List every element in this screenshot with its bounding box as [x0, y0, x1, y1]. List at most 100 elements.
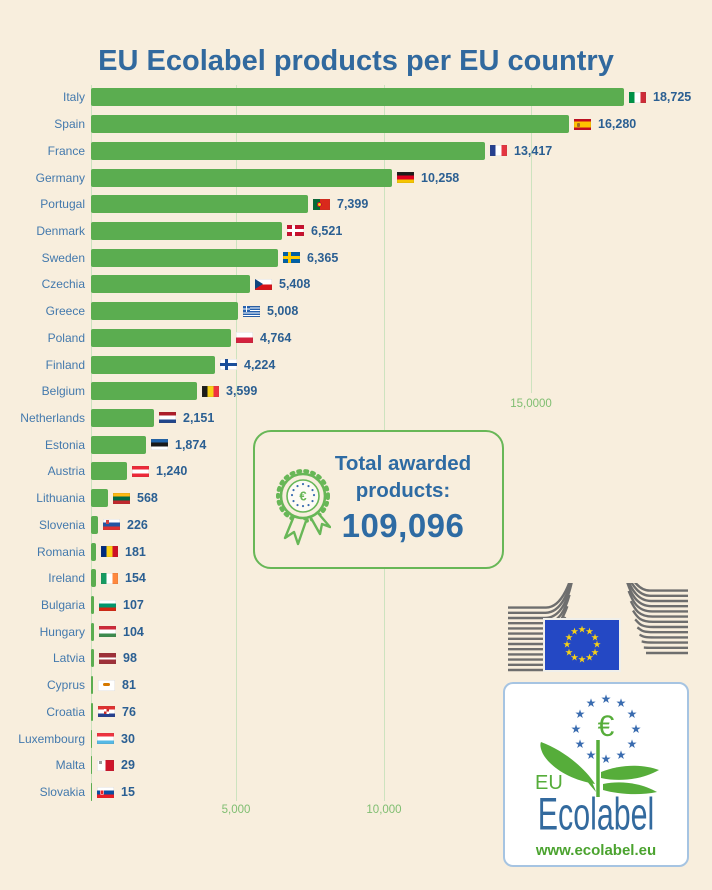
star-icon: ★: [564, 631, 574, 643]
sweden-flag-icon: [283, 252, 300, 264]
star-icon: ★: [590, 646, 600, 658]
star-icon: ●: [306, 502, 311, 508]
slovakia-shield-icon: [100, 789, 104, 795]
value-label: 98: [123, 651, 137, 666]
european-commission-logo: ★ ★ ★ ★ ★ ★ ★ ★ ★ ★ ★ ★: [506, 542, 690, 675]
slovenia-flag-icon: [103, 519, 120, 531]
value-label: 2,151: [183, 410, 215, 425]
cyprus-map-icon: [103, 682, 110, 686]
star-icon: ★: [585, 748, 597, 762]
value-label: 16,280: [598, 117, 637, 132]
belgium-flag-icon: [202, 385, 219, 397]
bar: [91, 408, 154, 427]
bulgaria-flag-icon: [99, 599, 116, 611]
country-label: Denmark: [36, 223, 85, 238]
value-label: 6,521: [311, 223, 343, 238]
country-label: Netherlands: [20, 410, 85, 425]
star-icon: ●: [290, 492, 294, 499]
bar: [91, 168, 392, 187]
chart-row: Finland 4,224: [0, 351, 712, 378]
france-flag-icon: [490, 145, 507, 157]
value-label: 5,408: [279, 277, 311, 292]
chart-row: Czechia 5,408: [0, 271, 712, 298]
bar: [91, 729, 92, 748]
value-label: 30: [121, 731, 135, 746]
country-label: Bulgaria: [40, 598, 85, 613]
czech-triangle-icon: [255, 278, 263, 289]
bar: [91, 756, 92, 775]
bar: [91, 328, 231, 347]
star-icon: ★: [592, 639, 602, 651]
value-label: 226: [127, 517, 148, 532]
country-label: Spain: [54, 117, 85, 132]
bar: [91, 275, 250, 294]
bar: [91, 542, 96, 561]
country-label: Lithuania: [36, 491, 85, 506]
country-label: Ireland: [48, 571, 85, 586]
bar: [91, 622, 94, 641]
callout-text: Total awarded products: 109,096: [317, 450, 489, 548]
star-icon: ●: [310, 498, 315, 504]
country-label: Portugal: [40, 197, 85, 212]
chart-row: Luxembourg 30: [0, 725, 712, 752]
bar: [91, 649, 94, 668]
chart-row: Spain 16,280: [0, 111, 712, 138]
bar: [91, 702, 93, 721]
country-label: Belgium: [41, 384, 85, 399]
malta-flag-icon: [97, 759, 114, 771]
star-icon: ●: [310, 487, 315, 493]
bar: [91, 88, 624, 107]
value-label: 7,399: [337, 197, 369, 212]
country-label: Estonia: [44, 437, 85, 452]
euro-rosette-icon: € ● ● ● ● ● ● ● ● ● ● ● ●: [275, 466, 332, 552]
cyprus-flag-icon: [98, 679, 115, 691]
country-label: Malta: [55, 758, 85, 773]
chart-row: Estonia 1,874: [0, 431, 712, 458]
croatia-shield-icon: [104, 709, 109, 715]
bar: [91, 435, 146, 454]
value-label: 154: [125, 571, 146, 586]
bar: [91, 141, 485, 160]
value-label: 4,224: [244, 357, 276, 372]
czechia-flag-icon: [255, 278, 272, 290]
country-label: Romania: [36, 544, 85, 559]
romania-flag-icon: [101, 546, 118, 558]
slovakia-flag-icon: [97, 786, 114, 798]
star-icon: ★: [562, 639, 572, 651]
callout-heading-line1: Total awarded: [334, 452, 472, 475]
chart-row: Denmark 6,521: [0, 218, 712, 245]
axis-tick-label: 10,000: [366, 804, 402, 816]
value-label: 568: [137, 491, 158, 506]
bar: [91, 221, 282, 240]
bar: [91, 569, 96, 588]
ecolabel-url: www.ecolabel.eu: [535, 842, 657, 859]
value-label: 15: [121, 785, 135, 800]
value-label: 6,365: [307, 250, 339, 265]
bar-chart: Italy 18,725 Spain 16,280 France 13,417 …: [0, 84, 712, 805]
country-label: Finland: [45, 357, 85, 372]
denmark-flag-icon: [287, 225, 304, 237]
value-label: 29: [121, 758, 135, 773]
value-label: 1,874: [175, 437, 207, 452]
poland-flag-icon: [236, 332, 253, 344]
star-icon: ★: [590, 631, 600, 643]
chart-row: Romania 181: [0, 538, 712, 565]
country-label: Croatia: [46, 704, 85, 719]
gridline-15000: [531, 85, 532, 393]
chart-row: Portugal 7,399: [0, 191, 712, 218]
country-label: France: [47, 143, 85, 158]
bar: [91, 115, 569, 134]
portugal-emblem-icon: [317, 201, 322, 207]
star-icon: ●: [295, 502, 300, 508]
value-label: 81: [122, 678, 136, 693]
star-icon: ★: [585, 626, 594, 638]
country-label: Poland: [47, 330, 85, 345]
star-icon: ★: [574, 707, 586, 721]
value-label: 10,258: [421, 170, 460, 185]
spain-flag-icon: [574, 118, 591, 130]
star-icon: ★: [626, 707, 638, 721]
value-label: 107: [123, 598, 144, 613]
total-callout: € ● ● ● ● ● ● ● ● ● ● ● ● Total awarded products: 1…: [253, 430, 504, 569]
star-icon: ●: [291, 498, 296, 504]
bar: [91, 676, 93, 695]
